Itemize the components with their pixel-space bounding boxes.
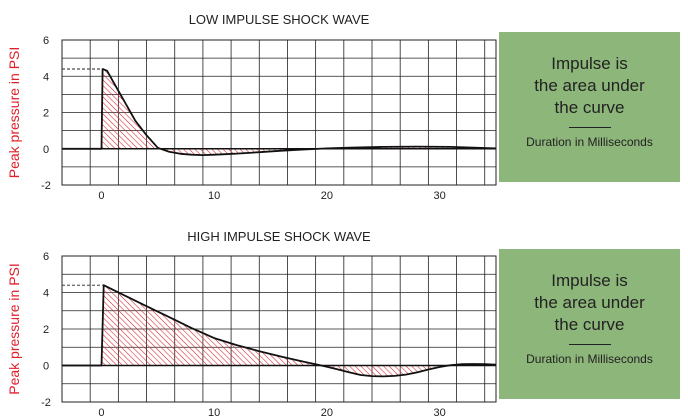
grid [62,40,496,185]
y-tick-label: 2 [43,108,49,120]
impulse-area [62,69,496,156]
impulse-area [62,285,496,377]
impulse-info-box-low: Impulse is the area under the curve Dura… [499,32,680,182]
low-impulse-chart: LOW IMPULSE SHOCK WAVE Peak pressure in P… [6,12,497,202]
y-tick-label: 4 [43,288,49,300]
x-tick-label: 20 [321,407,333,419]
x-tick-label: 20 [321,190,333,202]
x-tick-label: 0 [98,190,104,202]
y-tick-label: 2 [43,324,49,336]
box-divider [568,344,611,345]
chart-title: HIGH IMPULSE SHOCK WAVE [187,229,371,244]
box-divider [568,127,611,128]
x-tick-label: 0 [98,407,104,419]
chart-title: LOW IMPULSE SHOCK WAVE [189,12,370,27]
x-tick-label: 30 [434,190,446,202]
box-line-3: the curve [554,98,625,117]
grid [62,256,496,402]
x-tick-label: 10 [208,190,220,202]
y-tick-label: 6 [43,251,49,263]
y-tick-label: 0 [43,144,49,156]
y-tick-label: 6 [43,35,49,47]
y-axis-label: Peak pressure in PSI [6,47,22,179]
box-line-3: the curve [554,315,625,334]
high-impulse-chart: HIGH IMPULSE SHOCK WAVE Peak pressure in … [6,229,497,419]
y-axis-label: Peak pressure in PSI [6,263,22,395]
box-line-1: Impulse is [551,54,628,73]
impulse-info-box-high: Impulse is the area under the curve Dura… [499,249,680,399]
box-line-1: Impulse is [551,271,628,290]
box-line-2: the area under [534,76,645,95]
y-tick-label: 4 [43,71,49,83]
plot-frame [61,255,497,403]
plot-frame [61,39,497,186]
pressure-curve [62,284,497,378]
box-caption: Duration in Milliseconds [526,352,653,366]
x-tick-label: 30 [434,407,446,419]
y-tick-label: -2 [41,180,51,192]
y-tick-label: 0 [43,361,49,373]
pressure-curve [62,68,497,156]
box-line-2: the area under [534,293,645,312]
box-caption: Duration in Milliseconds [526,135,653,149]
x-tick-label: 10 [208,407,220,419]
y-tick-label: -2 [41,397,51,409]
